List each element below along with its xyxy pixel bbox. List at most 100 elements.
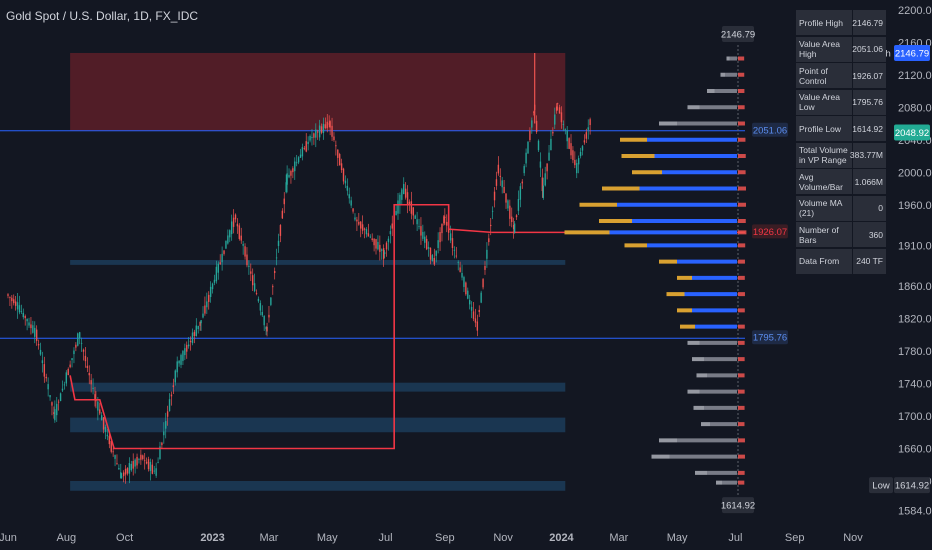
candle-body bbox=[151, 464, 154, 474]
candle-body bbox=[446, 221, 448, 226]
candle-body bbox=[143, 460, 146, 462]
x-tick-label: Jul bbox=[728, 532, 742, 544]
candle-body bbox=[377, 241, 379, 250]
candle-body bbox=[136, 456, 138, 466]
candle-body bbox=[126, 467, 129, 474]
stats-row: Value Area High 2051.06 bbox=[796, 36, 886, 62]
x-tick-label: Oct bbox=[116, 532, 133, 544]
candle-body bbox=[155, 468, 157, 476]
candle-body bbox=[54, 409, 56, 421]
candle-body bbox=[200, 320, 202, 324]
candle-body bbox=[435, 250, 437, 256]
poc-tag-box bbox=[752, 224, 788, 239]
x-tick-label: May bbox=[667, 532, 688, 544]
candle-body bbox=[71, 358, 73, 360]
poc-layer bbox=[69, 203, 492, 450]
y-tick-label: 2000.00 bbox=[898, 167, 932, 179]
candle-body bbox=[478, 309, 480, 313]
volume-profile-bar-down bbox=[695, 470, 707, 475]
profile-high-tag-text: 2146.79 bbox=[721, 29, 755, 40]
stats-row-label: Point of Control bbox=[796, 63, 852, 88]
candle-body bbox=[352, 208, 354, 212]
candle-body bbox=[84, 355, 87, 362]
candle-body bbox=[59, 393, 62, 402]
volume-profile-bar-down bbox=[716, 480, 722, 485]
zones-layer bbox=[70, 52, 566, 491]
candle-body bbox=[149, 461, 152, 472]
candle-body bbox=[288, 174, 290, 178]
candle-body bbox=[342, 168, 345, 182]
candle-body bbox=[576, 163, 578, 174]
volume-profile-bar-down bbox=[726, 56, 730, 61]
candle-body bbox=[57, 401, 60, 403]
candle-body bbox=[309, 135, 311, 141]
candle-body bbox=[268, 314, 270, 318]
stats-row-label: Volume MA (21) bbox=[796, 195, 852, 221]
volume-profile-delta bbox=[738, 438, 745, 443]
y-tick-label: 1780.00 bbox=[898, 346, 932, 358]
candle-body bbox=[562, 124, 565, 126]
candle-body bbox=[461, 273, 463, 278]
candle-body bbox=[587, 127, 589, 130]
x-axis: Jun Aug Oct 2023 Mar May Jul Sep Nov 2024 Mar May Ju… bbox=[0, 532, 863, 544]
candle-body bbox=[30, 324, 32, 329]
candle-body bbox=[170, 394, 173, 397]
volume-profile-delta bbox=[738, 89, 745, 93]
x-tick-label: May bbox=[317, 532, 338, 544]
candle-body bbox=[176, 361, 178, 373]
candle-body bbox=[97, 401, 99, 411]
y-tick-label: 1700.00 bbox=[898, 411, 932, 423]
axis-low-value-text: 1614.92 bbox=[895, 481, 929, 492]
candle-body bbox=[290, 170, 292, 176]
candle-body bbox=[234, 214, 237, 220]
candle-body bbox=[232, 217, 235, 227]
candle-body bbox=[77, 333, 79, 346]
candle-body bbox=[564, 129, 566, 131]
stats-row-label: Total Volume in VP Range bbox=[796, 142, 852, 168]
candle-body bbox=[311, 136, 313, 139]
candle-body bbox=[34, 327, 36, 337]
candle-body bbox=[86, 365, 89, 369]
candle-body bbox=[395, 211, 397, 215]
candle-body bbox=[539, 161, 542, 168]
candle-body bbox=[472, 311, 475, 319]
candle-body bbox=[295, 162, 298, 164]
candle-body bbox=[515, 215, 518, 218]
candle-body bbox=[67, 368, 69, 376]
volume-profile-delta bbox=[738, 308, 745, 313]
candle-body bbox=[301, 147, 304, 157]
x-tick-label: Nov bbox=[493, 532, 513, 544]
candle-body bbox=[110, 441, 112, 452]
candle-body bbox=[292, 168, 294, 173]
volume-profile-bar-down bbox=[696, 373, 707, 378]
stats-row-value: 2146.79 bbox=[852, 10, 886, 35]
candle-body bbox=[11, 297, 13, 302]
volume-profile-bar-down bbox=[693, 405, 704, 410]
candle-body bbox=[13, 299, 15, 304]
stats-row-label: Value Area Low bbox=[796, 89, 852, 115]
stats-row: Volume MA (21) 0 bbox=[796, 195, 886, 221]
axis-high-value: 2146.79 bbox=[894, 44, 930, 61]
candle-body bbox=[7, 294, 9, 296]
volume-profile-bar-up bbox=[729, 56, 737, 61]
candle-body bbox=[191, 332, 194, 344]
candle-body bbox=[577, 158, 580, 165]
candle-body bbox=[433, 257, 436, 265]
candle-body bbox=[358, 221, 360, 225]
candle-body bbox=[184, 348, 186, 356]
x-tick-label: Jun bbox=[0, 532, 17, 544]
candle-body bbox=[505, 193, 507, 203]
volume-profile-bar-up bbox=[704, 405, 737, 410]
profile-low-tag-text: 1614.92 bbox=[721, 501, 755, 512]
candle-body bbox=[537, 140, 540, 151]
candle-body bbox=[535, 120, 538, 133]
candle-body bbox=[449, 233, 452, 241]
candle-body bbox=[73, 350, 75, 355]
volume-profile-bar-down bbox=[677, 275, 692, 280]
candle-body bbox=[429, 247, 432, 260]
candle-body bbox=[37, 343, 40, 346]
candle-body bbox=[213, 279, 216, 283]
candle-body bbox=[326, 121, 328, 129]
candle-body bbox=[124, 468, 127, 475]
